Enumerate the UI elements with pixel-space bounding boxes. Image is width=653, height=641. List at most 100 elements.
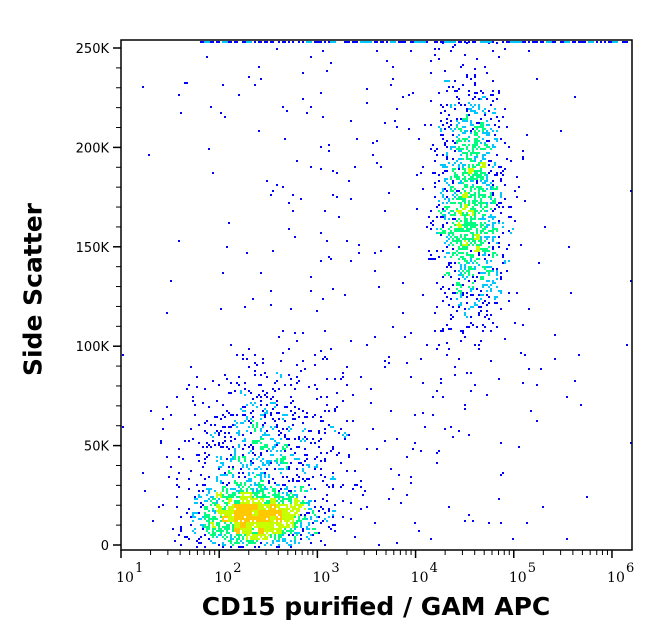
event-point — [470, 218, 472, 220]
event-point — [392, 78, 394, 80]
event-point — [222, 426, 224, 428]
event-point — [264, 544, 266, 546]
event-point — [286, 524, 288, 526]
event-point — [232, 466, 234, 468]
event-point — [488, 220, 490, 222]
event-point — [566, 41, 568, 43]
event-point — [252, 404, 254, 406]
event-point — [460, 268, 462, 270]
event-point — [260, 480, 262, 482]
event-point — [246, 508, 248, 510]
event-point — [212, 528, 214, 530]
event-point — [482, 284, 484, 286]
event-point — [236, 520, 238, 522]
event-point — [430, 222, 432, 224]
event-point — [178, 534, 180, 536]
event-point — [292, 522, 294, 524]
event-point — [332, 484, 334, 486]
event-point — [460, 198, 462, 200]
event-point — [272, 478, 274, 480]
event-point — [466, 248, 468, 250]
event-point — [188, 478, 190, 480]
event-point — [252, 496, 254, 498]
event-point — [464, 152, 466, 154]
event-point — [432, 144, 434, 146]
event-point — [274, 482, 276, 484]
event-point — [296, 494, 298, 496]
event-point — [254, 482, 256, 484]
event-point — [482, 138, 484, 140]
event-point — [250, 488, 252, 490]
event-point — [370, 402, 372, 404]
event-point — [454, 146, 456, 148]
event-point — [458, 224, 460, 226]
event-point — [362, 41, 364, 43]
event-point — [460, 292, 462, 294]
event-point — [366, 102, 368, 104]
event-point — [340, 486, 342, 488]
event-point — [560, 41, 562, 43]
event-point — [254, 546, 256, 548]
event-point — [290, 490, 292, 492]
event-point — [456, 208, 458, 210]
event-point — [236, 540, 238, 542]
event-point — [344, 432, 346, 434]
event-point — [192, 400, 194, 402]
event-point — [264, 444, 266, 446]
event-point — [474, 174, 476, 176]
event-point — [444, 164, 446, 166]
event-point — [326, 358, 328, 360]
event-point — [298, 416, 300, 418]
event-point — [474, 134, 476, 136]
event-point — [246, 530, 248, 532]
event-point — [208, 476, 210, 478]
event-point — [464, 278, 466, 280]
event-point — [276, 450, 278, 452]
event-point — [454, 236, 456, 238]
event-point — [466, 172, 468, 174]
event-point — [228, 412, 230, 414]
event-point — [488, 164, 490, 166]
event-point — [480, 278, 482, 280]
event-point — [236, 522, 238, 524]
event-point — [482, 208, 484, 210]
event-point — [240, 496, 242, 498]
event-point — [290, 396, 292, 398]
event-point — [448, 212, 450, 214]
event-point — [266, 180, 268, 182]
event-point — [292, 496, 294, 498]
event-point — [312, 476, 314, 478]
event-point — [464, 138, 466, 140]
event-point — [464, 170, 466, 172]
event-point — [492, 218, 494, 220]
event-point — [300, 502, 302, 504]
event-point — [244, 526, 246, 528]
event-point — [486, 174, 488, 176]
event-point — [448, 348, 450, 350]
event-point — [478, 264, 480, 266]
event-point — [262, 410, 264, 412]
event-point — [348, 454, 350, 456]
event-point — [474, 170, 476, 172]
event-point — [184, 82, 186, 84]
event-point — [280, 360, 282, 362]
event-point — [528, 41, 530, 43]
event-point — [230, 536, 232, 538]
event-point — [290, 498, 292, 500]
x-tick-exponent: 4 — [430, 561, 438, 576]
event-point — [486, 152, 488, 154]
event-point — [494, 216, 496, 218]
event-point — [472, 106, 474, 108]
event-point — [424, 124, 426, 126]
event-point — [454, 172, 456, 174]
event-point — [230, 518, 232, 520]
event-point — [278, 464, 280, 466]
event-point — [486, 250, 488, 252]
event-point — [284, 540, 286, 542]
event-point — [276, 518, 278, 520]
event-point — [460, 256, 462, 258]
event-point — [282, 518, 284, 520]
event-point — [244, 498, 246, 500]
event-point — [566, 396, 568, 398]
event-point — [460, 128, 462, 130]
